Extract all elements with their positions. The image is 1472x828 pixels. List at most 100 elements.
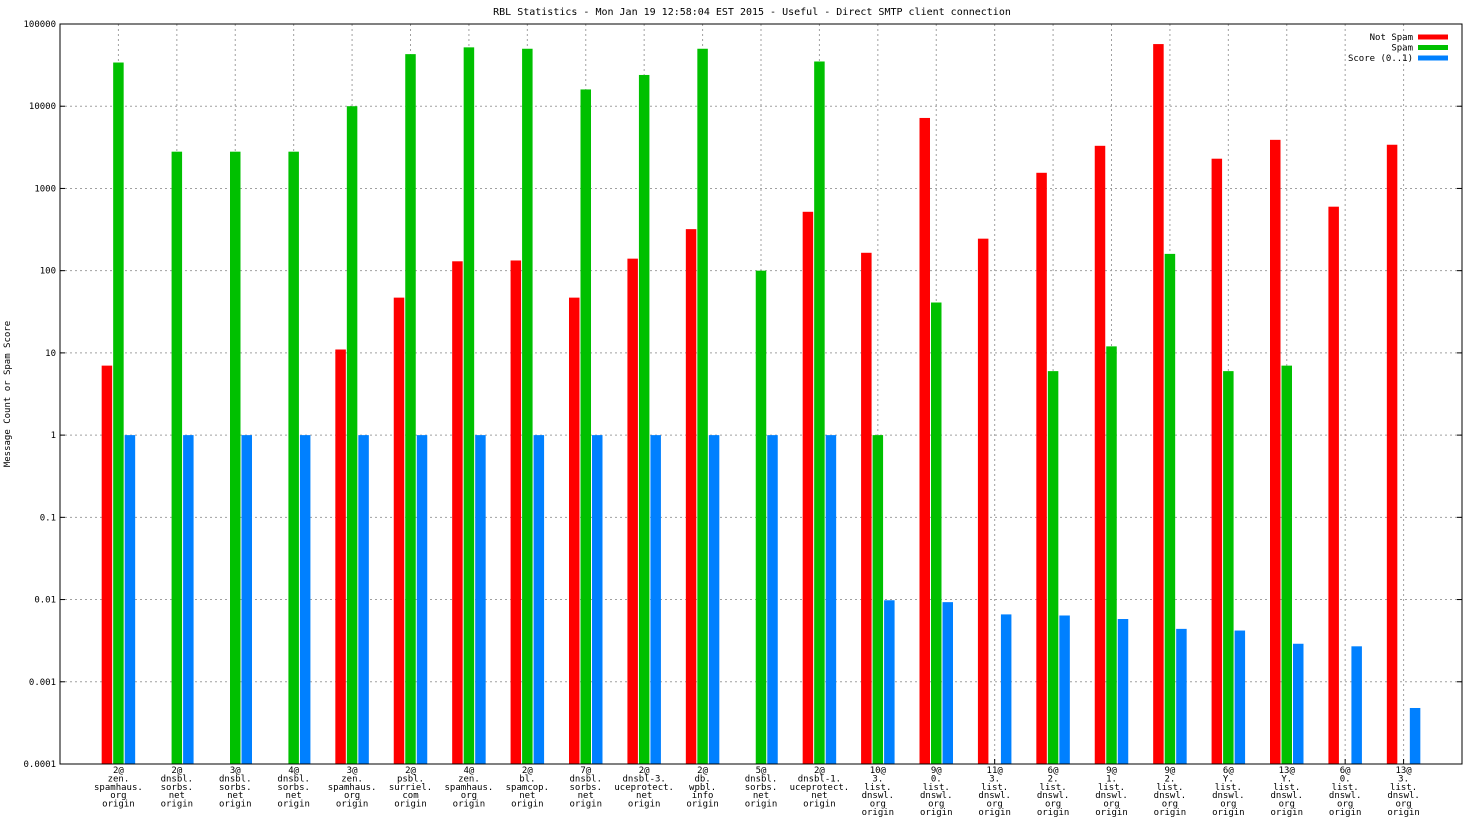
bar [931, 302, 942, 764]
bar [1351, 646, 1362, 764]
x-category-label: 5@ dnsbl. sorbs. net origin [745, 766, 778, 810]
bar [1000, 614, 1012, 764]
x-category-label-line: list. [1098, 783, 1125, 793]
bar [416, 435, 428, 764]
x-category-label-line: zen. [341, 774, 363, 784]
x-category-label-line: net [227, 791, 243, 801]
x-category-label-line: org [1045, 800, 1061, 810]
bar [1223, 371, 1234, 764]
x-category-label-line: psbl. [397, 774, 424, 784]
x-category-label-line: list. [1332, 783, 1359, 793]
bar [522, 48, 533, 765]
legend-label: Spam [1391, 44, 1413, 54]
x-category-label: 2@ dnsbl-3. uceprotect. net origin [614, 766, 674, 810]
bar [101, 365, 113, 764]
x-category-label-line: origin [1095, 808, 1128, 818]
x-category-label-line: org [1395, 800, 1411, 810]
x-category-label-line: org [110, 791, 126, 801]
bar [802, 211, 814, 764]
bar [814, 61, 825, 765]
x-category-label-line: uceprotect. [790, 783, 850, 793]
x-category-label: 6@ 2. list. dnswl. org origin [1037, 766, 1070, 818]
x-category-label: 9@ 0. list. dnswl. org origin [920, 766, 953, 818]
x-category-label-line: sorbs. [277, 783, 310, 793]
x-category-label-line: org [344, 791, 360, 801]
x-category-label-line: dnswl. [1037, 791, 1070, 801]
x-category-label-line: origin [803, 800, 836, 810]
x-category-label-line: spamcop. [506, 783, 549, 793]
x-category-label-line: org [987, 800, 1003, 810]
x-category-label-line: dnswl. [1329, 791, 1362, 801]
bar [592, 435, 603, 764]
bar [1211, 158, 1223, 764]
x-category-label-line: 3. [872, 774, 883, 784]
x-category-label-line: origin [745, 800, 778, 810]
x-category-label-line: origin [1212, 808, 1245, 818]
x-category-label-line: 13@ [1395, 766, 1412, 776]
x-category-label-line: 5@ [756, 766, 767, 776]
y-tick-label: 0.001 [29, 678, 56, 688]
x-category-label-line: dnswl. [1095, 791, 1128, 801]
y-tick-label: 0.01 [34, 596, 56, 606]
x-category-label-line: dnsbl. [219, 774, 252, 784]
x-category-label-line: origin [628, 800, 661, 810]
x-category-label-line: list. [1390, 783, 1417, 793]
x-category-label-line: sorbs. [745, 783, 778, 793]
x-category-label-line: org [1337, 800, 1353, 810]
x-category-label: 4@ zen. spamhaus. org origin [445, 766, 494, 810]
x-category-label-line: origin [1154, 808, 1187, 818]
x-category-label-line: dnswl. [1212, 791, 1245, 801]
x-category-label-line: 3@ [230, 766, 241, 776]
x-category-label-line: dnsbl. [745, 774, 778, 784]
x-category-label-line: dnsbl. [569, 774, 602, 784]
bar [299, 435, 311, 764]
x-category-label-line: dnsbl-1. [798, 774, 841, 784]
bar [638, 74, 650, 765]
bar [627, 258, 638, 764]
bars [101, 44, 1421, 765]
x-category-label-line: net [811, 791, 827, 801]
bar [1047, 371, 1059, 764]
x-category-label-line: net [519, 791, 535, 801]
bar [919, 117, 930, 765]
x-category-label-line: origin [336, 800, 369, 810]
x-category-label-line: 2@ [697, 766, 708, 776]
x-category-label: 10@ 3. list. dnswl. org origin [862, 766, 895, 818]
bar [708, 435, 720, 764]
y-tick-label: 10000 [29, 102, 56, 112]
x-category-label-line: 2@ [639, 766, 650, 776]
x-category-label-line: 4@ [288, 766, 299, 776]
x-category-label-line: dnswl. [1387, 791, 1420, 801]
x-category-label: 4@ dnsbl. sorbs. net origin [277, 766, 310, 810]
x-category-label-line: origin [1270, 808, 1303, 818]
x-category-label-line: org [1162, 800, 1178, 810]
bar [755, 270, 767, 764]
x-category-label-line: 7@ [580, 766, 591, 776]
bar [1293, 643, 1304, 764]
x-category-label-line: org [1103, 800, 1119, 810]
x-category-label-line: dnsbl. [161, 774, 194, 784]
bar [171, 151, 183, 765]
x-category-label-line: origin [920, 808, 953, 818]
x-category-label-line: net [636, 791, 652, 801]
x-category-label-line: org [870, 800, 886, 810]
y-tick-label: 10 [45, 349, 56, 359]
x-category-label: 7@ dnsbl. sorbs. net origin [569, 766, 602, 810]
legend-swatch [1418, 55, 1448, 61]
chart-title: RBL Statistics - Mon Jan 19 12:58:04 EST… [493, 7, 1011, 18]
x-category-label-line: 9@ [931, 766, 942, 776]
x-category-label-line: 2@ [522, 766, 533, 776]
x-category-label-line: uceprotect. [614, 783, 674, 793]
bar [767, 435, 778, 764]
x-category-label-line: 11@ [987, 766, 1004, 776]
x-category-label-line: origin [511, 800, 544, 810]
x-category-label-line: dnswl. [862, 791, 895, 801]
bar [230, 151, 241, 765]
bar [288, 151, 299, 765]
bar [872, 435, 884, 764]
x-category-label-line: origin [978, 808, 1011, 818]
x-category-label-line: origin [1329, 808, 1362, 818]
bar [685, 229, 697, 765]
